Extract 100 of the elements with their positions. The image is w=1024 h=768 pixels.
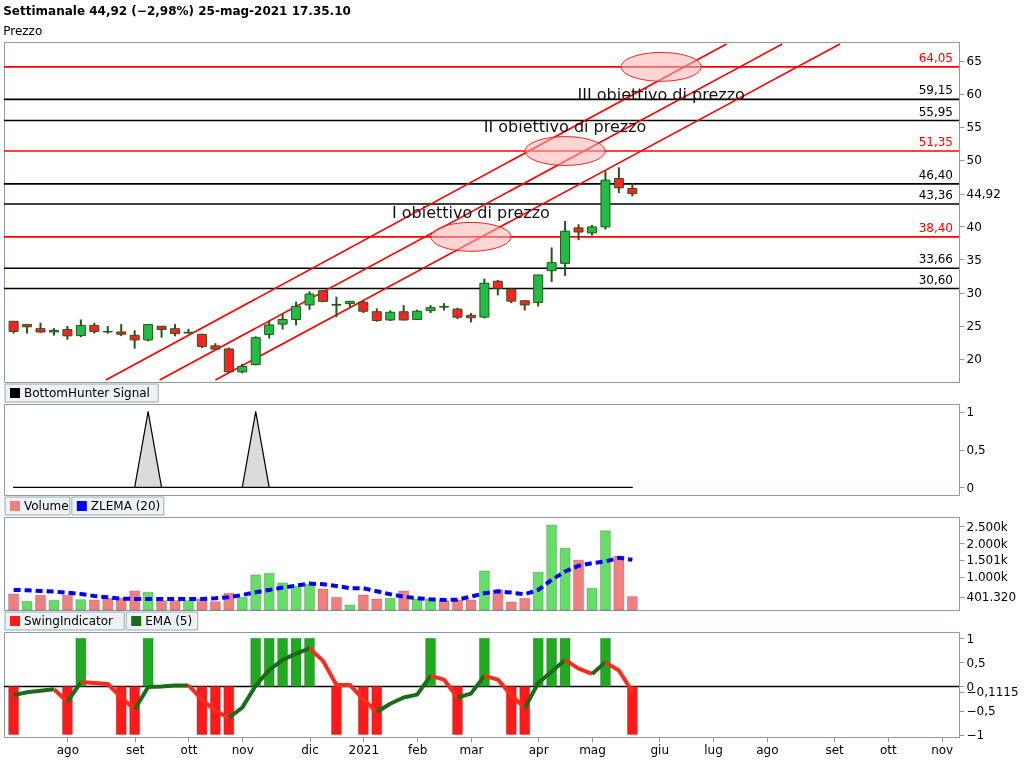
- x-tick-label: ott: [880, 742, 898, 757]
- line-series: [11, 555, 635, 602]
- line-series: [78, 680, 137, 712]
- ref-line-label: 30,60: [918, 272, 953, 287]
- bar: [169, 600, 181, 611]
- y-tick-label: −0,5: [966, 704, 996, 719]
- ref-line-label: 38,40: [918, 220, 953, 235]
- x-tick-label: mag: [579, 742, 606, 757]
- bar: [331, 597, 342, 611]
- y-tick-label: 0,5: [966, 443, 986, 457]
- y-tick-label: 55: [966, 120, 982, 135]
- x-tick-label: set: [825, 742, 845, 757]
- bar: [317, 588, 329, 611]
- x-tick-label: ott: [180, 742, 198, 757]
- y-tick-label: 0,5: [966, 655, 986, 670]
- candlestick: [546, 246, 557, 283]
- y-tick-label: 35: [966, 252, 982, 267]
- y-tick-label: 1.501k: [966, 553, 1008, 568]
- bar: [250, 574, 261, 611]
- bar: [344, 604, 356, 611]
- line-series: [226, 646, 312, 720]
- x-tick-label: nov: [931, 742, 954, 757]
- x-tick-label: set: [125, 742, 145, 757]
- bar: [600, 530, 611, 611]
- candlestick: [291, 300, 302, 327]
- x-tick-label: nov: [231, 742, 254, 757]
- bar: [304, 584, 315, 611]
- y-tick-label: 20: [966, 352, 982, 367]
- bar: [411, 598, 423, 611]
- x-tick-label: apr: [528, 742, 549, 757]
- y-tick-label: 60: [966, 87, 982, 102]
- bar: [385, 598, 396, 611]
- bar: [573, 559, 584, 611]
- legend-label: SwingIndicator: [24, 614, 114, 628]
- y-tick-label: 65: [966, 54, 982, 69]
- bar: [613, 555, 625, 611]
- candlestick: [129, 329, 140, 350]
- line-series: [374, 673, 433, 714]
- candlestick: [331, 295, 342, 319]
- ref-line-label: 64,05: [918, 50, 953, 65]
- bar: [263, 573, 275, 611]
- bar: [21, 601, 33, 611]
- line-series: [482, 673, 527, 711]
- bar: [156, 600, 167, 611]
- ref-line-label: 46,40: [918, 167, 953, 182]
- bar: [627, 596, 638, 611]
- bar: [438, 600, 450, 611]
- bar: [559, 547, 571, 611]
- y-tick-label: 40: [966, 219, 982, 234]
- bar: [277, 582, 288, 611]
- candlestick: [304, 290, 315, 311]
- x-tick-label: feb: [408, 742, 428, 757]
- y-tick-label: 30: [966, 286, 982, 301]
- bar: [35, 595, 46, 611]
- bar: [358, 594, 369, 611]
- y-tick-label: 1.000k: [966, 570, 1008, 585]
- bar: [210, 601, 221, 611]
- line-series: [522, 657, 568, 711]
- legend-label: Volume: [24, 499, 69, 513]
- y-tick-label: 50: [966, 153, 982, 168]
- x-tick-label: ago: [756, 742, 779, 757]
- bar: [465, 599, 477, 611]
- y-tick-label: 1: [966, 631, 975, 646]
- ref-line-label: 43,36: [918, 187, 953, 202]
- line-series: [132, 683, 191, 712]
- y-tick-label: 401.320: [966, 590, 1017, 605]
- bar: [519, 598, 530, 611]
- y-tick-label: 25: [966, 319, 982, 334]
- line-series: [186, 683, 231, 720]
- bar: [75, 599, 87, 611]
- line-series: [307, 646, 379, 714]
- bar: [102, 598, 113, 611]
- legend-label: EMA (5): [145, 614, 193, 628]
- legend-label: BottomHunter Signal: [24, 386, 150, 400]
- bar: [89, 599, 100, 611]
- bar: [183, 600, 194, 611]
- bar: [62, 595, 73, 611]
- ref-line-label: 59,15: [918, 83, 953, 98]
- y-tick-label: 1: [966, 405, 975, 420]
- bar: [586, 588, 598, 611]
- x-tick-label: ago: [56, 742, 80, 757]
- y-tick-label: 2.500k: [966, 519, 1008, 534]
- chart-subtitle: Prezzo: [3, 24, 43, 38]
- y-tick-label: 0: [966, 480, 975, 495]
- ref-line-label: 33,66: [918, 252, 953, 267]
- x-tick-label: 2021: [348, 742, 380, 757]
- bar: [479, 570, 490, 611]
- x-tick-label: lug: [704, 742, 723, 757]
- candlestick: [223, 346, 234, 374]
- bar: [532, 572, 544, 611]
- x-tick-label: mar: [459, 742, 484, 757]
- chart-title: Settimanale 44,92 (−2,98%) 25-mag-2021 17.35.10: [3, 4, 351, 18]
- bar: [48, 600, 60, 611]
- ref-line-label: 51,35: [918, 135, 953, 150]
- y-tick-label: 44,92: [966, 187, 1001, 202]
- x-tick-label: giu: [650, 742, 670, 757]
- candlestick: [613, 166, 624, 195]
- bar: [237, 597, 248, 611]
- bar: [8, 593, 19, 611]
- y-tick-label: 2.000k: [966, 536, 1008, 551]
